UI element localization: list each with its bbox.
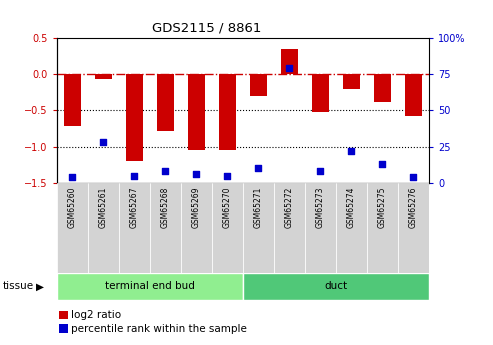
Bar: [157, 74, 174, 131]
Bar: [250, 74, 267, 96]
Text: GDS2115 / 8861: GDS2115 / 8861: [152, 21, 262, 34]
Text: duct: duct: [324, 282, 348, 291]
Bar: [312, 74, 329, 112]
Bar: [212, 183, 243, 273]
Text: GSM65271: GSM65271: [254, 186, 263, 228]
Text: log2 ratio: log2 ratio: [71, 310, 122, 320]
Bar: [243, 183, 274, 273]
Bar: [367, 183, 398, 273]
Text: GSM65260: GSM65260: [68, 186, 77, 228]
Point: [223, 173, 231, 178]
Text: terminal end bud: terminal end bud: [105, 282, 195, 291]
Point: [348, 148, 355, 154]
Bar: [126, 74, 143, 161]
Text: GSM65261: GSM65261: [99, 186, 108, 228]
Bar: [305, 183, 336, 273]
Point: [68, 174, 76, 180]
Bar: [405, 74, 422, 116]
Bar: [57, 273, 243, 300]
Bar: [95, 74, 112, 79]
Point: [410, 174, 418, 180]
Bar: [181, 183, 212, 273]
Text: GSM65275: GSM65275: [378, 186, 387, 228]
Text: GSM65276: GSM65276: [409, 186, 418, 228]
Bar: [398, 183, 429, 273]
Bar: [281, 49, 298, 74]
Point: [379, 161, 387, 167]
Text: GSM65270: GSM65270: [223, 186, 232, 228]
Point: [254, 166, 262, 171]
Bar: [243, 273, 429, 300]
Text: GSM65269: GSM65269: [192, 186, 201, 228]
Bar: [57, 183, 88, 273]
Bar: [374, 74, 391, 102]
Text: GSM65274: GSM65274: [347, 186, 356, 228]
Point: [161, 168, 169, 174]
Text: GSM65272: GSM65272: [285, 186, 294, 228]
Bar: [188, 74, 205, 150]
Text: tissue: tissue: [2, 282, 34, 291]
Text: ▶: ▶: [35, 282, 43, 291]
Text: GSM65273: GSM65273: [316, 186, 325, 228]
Bar: [219, 74, 236, 150]
Bar: [274, 183, 305, 273]
Bar: [150, 183, 181, 273]
Bar: [336, 183, 367, 273]
Bar: [119, 183, 150, 273]
Text: percentile rank within the sample: percentile rank within the sample: [71, 324, 247, 334]
Point: [317, 168, 324, 174]
Point: [192, 171, 200, 177]
Point: [99, 139, 107, 145]
Text: GSM65267: GSM65267: [130, 186, 139, 228]
Bar: [343, 74, 360, 89]
Text: GSM65268: GSM65268: [161, 186, 170, 228]
Bar: [88, 183, 119, 273]
Point: [285, 66, 293, 71]
Point: [130, 173, 138, 178]
Bar: [64, 74, 81, 126]
